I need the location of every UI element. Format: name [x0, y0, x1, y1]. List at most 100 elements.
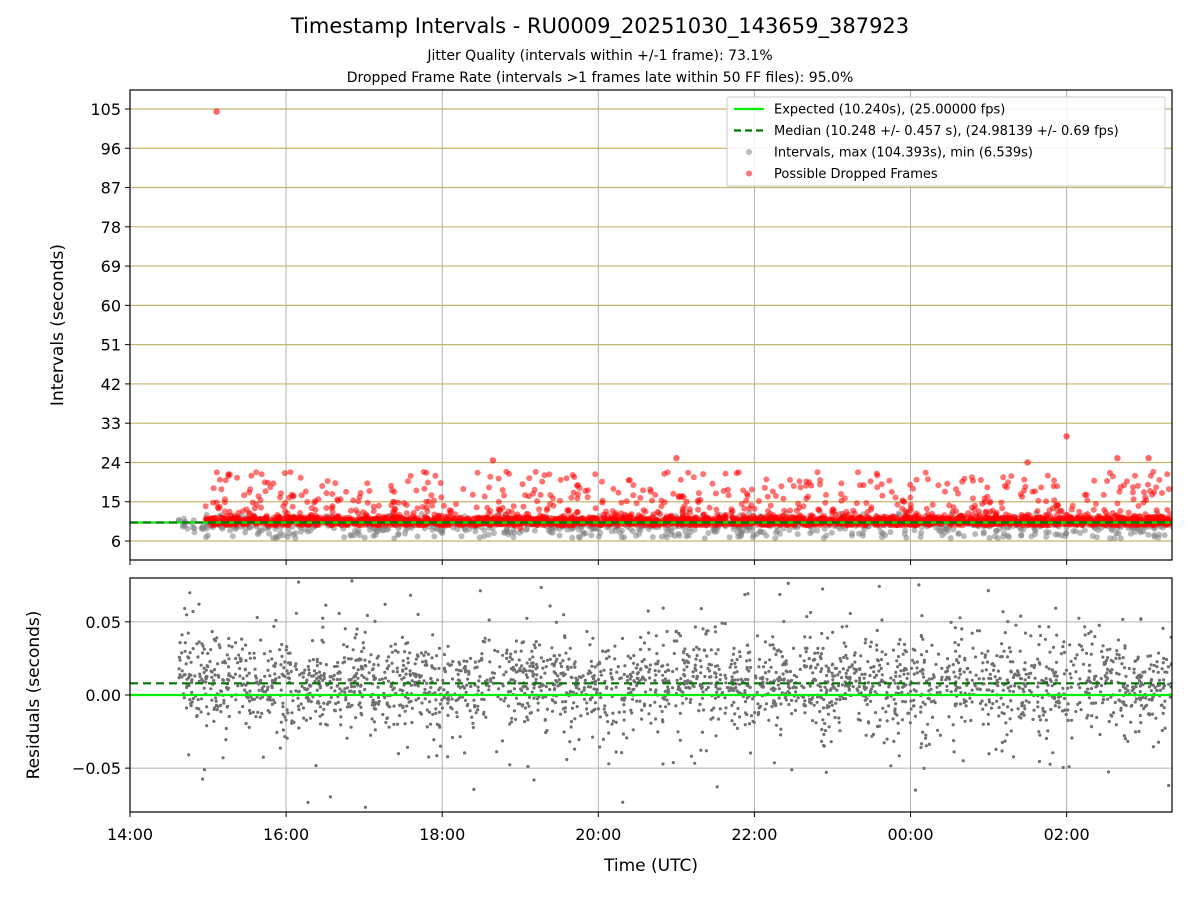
residual-point: [321, 625, 325, 629]
dropped-point: [221, 499, 228, 506]
residual-point: [530, 669, 535, 674]
residual-point: [645, 665, 649, 669]
residual-point: [924, 736, 928, 740]
residual-point: [1024, 699, 1028, 703]
residual-point: [915, 666, 919, 670]
residual-point: [716, 717, 721, 721]
residual-point: [336, 700, 340, 705]
dropped-point: [767, 502, 774, 509]
residual-point: [958, 654, 962, 658]
interval-point: [523, 526, 530, 533]
dropped-point: [534, 498, 541, 505]
residual-point: [684, 686, 688, 690]
residual-point: [1044, 676, 1048, 681]
residual-point: [915, 660, 920, 664]
residual-point: [743, 711, 748, 715]
residual-point: [599, 673, 603, 677]
residual-point: [361, 641, 365, 645]
residual-point: [586, 712, 590, 716]
interval-point: [1006, 534, 1013, 540]
residual-point: [442, 652, 447, 657]
interval-point: [1107, 535, 1114, 542]
residual-point: [704, 688, 708, 692]
interval-point: [1077, 530, 1084, 536]
dropped-point: [1100, 491, 1107, 498]
residual-point: [420, 660, 425, 664]
residual-point: [283, 715, 287, 719]
residual-point: [863, 698, 867, 702]
residual-point: [607, 762, 611, 766]
residual-point: [224, 726, 228, 731]
residual-point: [1038, 718, 1043, 722]
dropped-point: [246, 516, 253, 523]
dropped-point: [899, 505, 906, 512]
residual-point: [425, 708, 429, 712]
dropped-point: [924, 511, 931, 518]
residual-point: [844, 653, 848, 657]
dropped-point: [453, 501, 459, 508]
residual-point: [539, 585, 543, 590]
dropped-point: [623, 498, 630, 505]
residual-point: [611, 711, 615, 715]
residual-point: [1061, 645, 1065, 649]
residual-point: [1022, 704, 1026, 708]
residual-point: [654, 688, 658, 692]
residual-point: [465, 659, 469, 664]
residual-point: [1108, 647, 1112, 651]
residual-point: [879, 657, 884, 662]
residual-point: [218, 703, 223, 708]
residual-point: [518, 669, 522, 673]
dropped-point: [913, 476, 920, 483]
dropped-point: [364, 499, 371, 506]
residual-point: [1010, 708, 1014, 712]
dropped-point: [569, 472, 576, 478]
residual-point: [824, 770, 828, 775]
dropped-point: [598, 478, 605, 485]
residual-point: [678, 738, 682, 742]
dropped-point: [424, 479, 431, 486]
dropped-point: [364, 480, 371, 487]
residual-point: [463, 698, 468, 703]
residual-point: [605, 657, 609, 661]
dropped-point: [1151, 489, 1158, 496]
residual-point: [1134, 697, 1138, 701]
dropped-point: [796, 478, 803, 485]
residual-point: [476, 704, 480, 708]
interval-point: [374, 528, 381, 535]
interval-point: [505, 531, 512, 538]
residual-point: [1053, 674, 1057, 678]
dropped-point: [984, 493, 991, 500]
dropped-point: [302, 488, 309, 495]
dropped-point: [999, 505, 1006, 512]
residual-point: [1086, 713, 1090, 717]
residual-point: [980, 669, 984, 673]
dropped-point: [907, 481, 914, 488]
dropped-point: [329, 508, 336, 515]
dropped-point: [789, 513, 796, 520]
dropped-point: [1002, 511, 1009, 518]
dropped-point: [437, 480, 444, 486]
dropped-point: [1147, 472, 1154, 479]
interval-point: [510, 534, 517, 541]
residual-point: [925, 679, 929, 683]
residual-point: [911, 647, 915, 651]
dropped-point: [706, 504, 713, 511]
dropped-point: [410, 509, 417, 516]
residual-point: [675, 639, 679, 643]
dropped-point: [841, 512, 848, 519]
residual-point: [702, 648, 706, 652]
residual-point: [977, 677, 981, 681]
dropped-point: [1116, 488, 1123, 495]
residual-point: [787, 702, 791, 707]
residual-point: [822, 744, 826, 748]
dropped-point: [610, 485, 617, 492]
residual-point: [869, 699, 873, 704]
dropped-point: [700, 471, 707, 478]
residual-point: [514, 639, 519, 643]
residual-point: [953, 626, 957, 630]
residual-point: [217, 643, 221, 647]
dropped-point: [1131, 512, 1137, 519]
residual-point: [917, 583, 921, 587]
residual-point: [543, 717, 547, 722]
residual-point: [825, 688, 829, 692]
